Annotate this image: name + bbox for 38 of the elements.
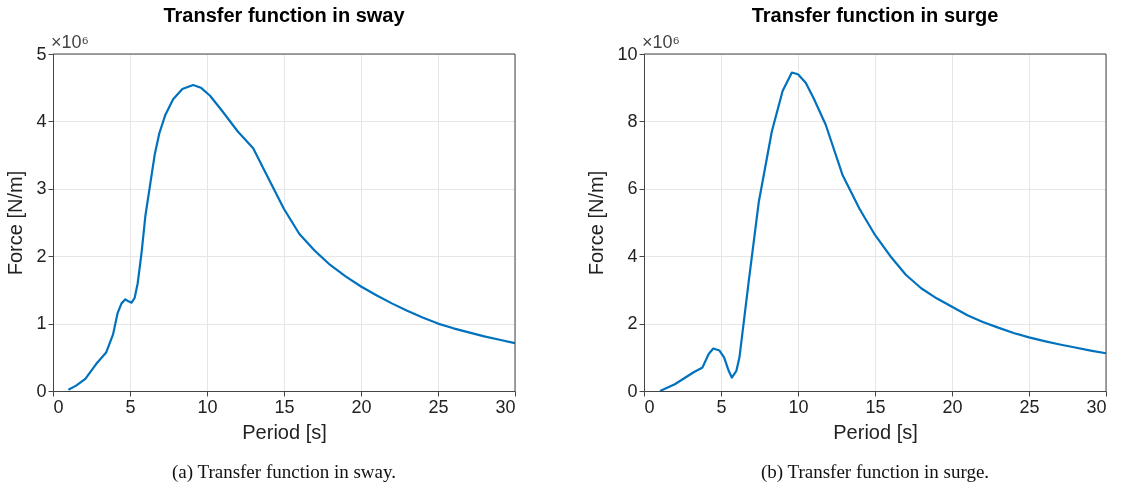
line-series xyxy=(658,71,1106,391)
text: ×10⁶ xyxy=(51,32,89,52)
y-tick-label: 4 xyxy=(36,110,47,131)
x-tick-label: 0 xyxy=(644,396,655,417)
y-axis-title: Force [N/m] xyxy=(4,170,27,276)
x-tick-label: 25 xyxy=(428,396,449,417)
y-tick-label: 2 xyxy=(36,245,47,266)
y-tick-label: 1 xyxy=(36,313,47,334)
y-tick-label: 8 xyxy=(627,110,638,131)
chart-title: Transfer function in surge xyxy=(751,4,999,26)
x-tick-label: 25 xyxy=(1019,396,1040,417)
y-tick-label: 10 xyxy=(617,43,638,64)
x-tick-label: 10 xyxy=(788,396,809,417)
x-tick-label: 5 xyxy=(125,396,136,417)
y-axis-title: Force [N/m] xyxy=(585,170,608,276)
y-tick-label: 0 xyxy=(36,380,47,401)
text: (a) Transfer function in sway. xyxy=(171,461,397,483)
y-tick-label: 4 xyxy=(627,245,638,266)
y-tick-label: 2 xyxy=(627,313,638,334)
x-tick-label: 15 xyxy=(865,396,886,417)
x-tick-label: 20 xyxy=(942,396,963,417)
x-axis-title: Period [s] xyxy=(242,420,327,443)
x-axis-title: Period [s] xyxy=(833,420,918,443)
x-tick-label: 30 xyxy=(495,396,516,417)
chart-title: Transfer function in sway xyxy=(163,4,406,26)
x-tick-label: 20 xyxy=(351,396,372,417)
x-tick-label: 15 xyxy=(274,396,295,417)
y-tick-label: 0 xyxy=(627,380,638,401)
x-tick-label: 30 xyxy=(1086,396,1107,417)
y-tick-label: 5 xyxy=(36,43,47,64)
y-tick-label: 6 xyxy=(627,178,638,199)
x-tick-label: 5 xyxy=(716,396,727,417)
text: (b) Transfer function in surge. xyxy=(760,461,990,483)
line-series xyxy=(67,83,515,391)
y-tick-label: 3 xyxy=(36,178,47,199)
x-tick-label: 0 xyxy=(53,396,64,417)
text: ×10⁶ xyxy=(642,32,680,52)
x-tick-label: 10 xyxy=(197,396,218,417)
